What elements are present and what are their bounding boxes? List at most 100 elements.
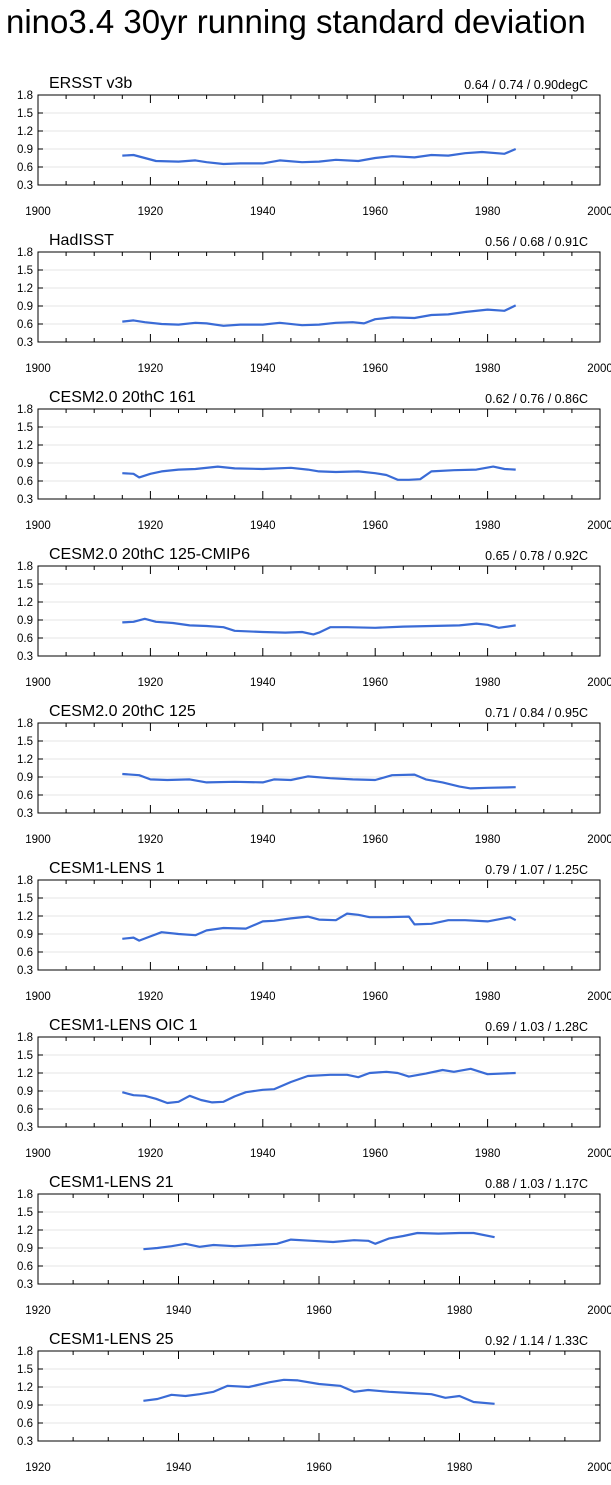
y-tick-label: 1.8 bbox=[17, 1346, 33, 1358]
y-tick-label: 1.8 bbox=[17, 90, 33, 102]
y-tick-label: 0.6 bbox=[17, 319, 33, 331]
y-tick-label: 0.3 bbox=[17, 494, 33, 506]
x-tick-label: 1920 bbox=[138, 363, 164, 375]
y-tick-label: 0.6 bbox=[17, 1104, 33, 1116]
y-tick-label: 1.8 bbox=[17, 1189, 33, 1201]
y-tick-label: 0.3 bbox=[17, 965, 33, 977]
x-tick-label: 1940 bbox=[250, 206, 276, 218]
panel: CESM1-LENS 21 0.88 / 1.03 / 1.17C 0.3 0.6 0.… bbox=[17, 1174, 611, 1317]
panel-range-label: 0.71 / 0.84 / 0.95C bbox=[485, 706, 588, 720]
y-tick-label: 0.3 bbox=[17, 808, 33, 820]
y-tick-label: 0.6 bbox=[17, 790, 33, 802]
series-line bbox=[122, 1067, 516, 1105]
x-tick-label: 1960 bbox=[362, 991, 388, 1003]
y-tick-label: 0.3 bbox=[17, 337, 33, 349]
series-line bbox=[122, 147, 517, 166]
x-tick-label: 1940 bbox=[250, 991, 276, 1003]
panel-range-label: 0.88 / 1.03 / 1.17C bbox=[485, 1177, 588, 1191]
x-tick-label: 1960 bbox=[362, 677, 388, 689]
x-tick-label: 2000 bbox=[587, 1148, 611, 1160]
series-line bbox=[122, 912, 517, 942]
x-tick-label: 1900 bbox=[25, 991, 51, 1003]
panel: CESM2.0 20thC 125-CMIP6 0.65 / 0.78 / 0.9… bbox=[17, 546, 611, 689]
series-line bbox=[122, 465, 516, 481]
x-tick-label: 1960 bbox=[362, 834, 388, 846]
series-line bbox=[122, 772, 516, 790]
y-tick-label: 1.5 bbox=[17, 579, 33, 591]
y-tick-label: 0.6 bbox=[17, 633, 33, 645]
y-tick-label: 1.2 bbox=[17, 597, 33, 609]
y-tick-label: 0.3 bbox=[17, 651, 33, 663]
panel-title: CESM1-LENS 21 bbox=[49, 1174, 174, 1191]
panel-range-label: 0.92 / 1.14 / 1.33C bbox=[485, 1334, 588, 1348]
x-tick-label: 1900 bbox=[25, 1148, 51, 1160]
x-tick-label: 1980 bbox=[475, 991, 501, 1003]
series-line bbox=[143, 1231, 495, 1251]
x-tick-label: 1920 bbox=[138, 834, 164, 846]
panel-range-label: 0.69 / 1.03 / 1.28C bbox=[485, 1020, 588, 1034]
y-tick-label: 1.2 bbox=[17, 1068, 33, 1080]
y-tick-label: 0.9 bbox=[17, 1400, 33, 1412]
panel-range-label: 0.65 / 0.78 / 0.92C bbox=[485, 549, 588, 563]
x-tick-label: 1900 bbox=[25, 206, 51, 218]
panel: CESM1-LENS 1 0.79 / 1.07 / 1.25C 0.3 0.6 0.9… bbox=[17, 860, 611, 1003]
panel-title: CESM1-LENS OIC 1 bbox=[49, 1017, 198, 1034]
plot-frame bbox=[37, 408, 601, 500]
x-tick-label: 1980 bbox=[447, 1462, 473, 1474]
x-tick-label: 1960 bbox=[306, 1462, 332, 1474]
y-tick-label: 1.5 bbox=[17, 265, 33, 277]
y-tick-label: 1.5 bbox=[17, 422, 33, 434]
panel: ERSST v3b 0.64 / 0.74 / 0.90degC 0.3 0.6 0.9… bbox=[17, 75, 611, 218]
x-tick-label: 1980 bbox=[475, 363, 501, 375]
y-tick-label: 0.3 bbox=[17, 1122, 33, 1134]
panel-range-label: 0.64 / 0.74 / 0.90degC bbox=[464, 78, 588, 92]
x-tick-label: 2000 bbox=[587, 991, 611, 1003]
y-tick-label: 1.2 bbox=[17, 283, 33, 295]
series-line bbox=[122, 617, 516, 636]
y-tick-label: 1.2 bbox=[17, 440, 33, 452]
y-tick-label: 0.6 bbox=[17, 1418, 33, 1430]
plot-frame bbox=[37, 251, 601, 343]
y-tick-label: 1.5 bbox=[17, 108, 33, 120]
y-tick-label: 1.2 bbox=[17, 126, 33, 138]
y-tick-label: 0.3 bbox=[17, 180, 33, 192]
x-tick-label: 1980 bbox=[475, 520, 501, 532]
panel-range-label: 0.56 / 0.68 / 0.91C bbox=[485, 235, 588, 249]
x-tick-label: 1960 bbox=[362, 1148, 388, 1160]
x-tick-label: 1960 bbox=[362, 206, 388, 218]
x-tick-label: 1940 bbox=[250, 1148, 276, 1160]
x-tick-label: 1960 bbox=[362, 363, 388, 375]
panel: CESM2.0 20thC 161 0.62 / 0.76 / 0.86C 0.3 0… bbox=[17, 389, 611, 532]
y-tick-label: 0.6 bbox=[17, 1261, 33, 1273]
panel-title: CESM1-LENS 1 bbox=[49, 860, 165, 877]
panel-title: CESM2.0 20thC 125-CMIP6 bbox=[49, 546, 250, 563]
x-tick-label: 2000 bbox=[587, 1305, 611, 1317]
y-tick-label: 0.9 bbox=[17, 458, 33, 470]
y-tick-label: 1.8 bbox=[17, 1032, 33, 1044]
y-tick-label: 0.9 bbox=[17, 1243, 33, 1255]
panel: HadISST 0.56 / 0.68 / 0.91C 0.3 0.6 0.9 1.2 1.… bbox=[17, 232, 611, 375]
y-tick-label: 1.5 bbox=[17, 1207, 33, 1219]
x-tick-label: 2000 bbox=[587, 677, 611, 689]
panel-title: ERSST v3b bbox=[49, 75, 132, 92]
x-tick-label: 1940 bbox=[250, 520, 276, 532]
x-tick-label: 1920 bbox=[138, 520, 164, 532]
panel-title: CESM1-LENS 25 bbox=[49, 1331, 174, 1348]
y-tick-label: 1.2 bbox=[17, 1225, 33, 1237]
y-tick-label: 1.5 bbox=[17, 1364, 33, 1376]
x-tick-label: 1920 bbox=[138, 991, 164, 1003]
y-tick-label: 1.8 bbox=[17, 404, 33, 416]
x-tick-label: 1980 bbox=[475, 206, 501, 218]
plot-frame bbox=[37, 1036, 601, 1128]
y-tick-label: 0.9 bbox=[17, 929, 33, 941]
x-tick-label: 1920 bbox=[138, 206, 164, 218]
y-tick-label: 0.9 bbox=[17, 1086, 33, 1098]
series-line bbox=[122, 304, 517, 327]
x-tick-label: 2000 bbox=[587, 363, 611, 375]
panel: CESM1-LENS OIC 1 0.69 / 1.03 / 1.28C 0.3 0.… bbox=[17, 1017, 611, 1160]
series-line bbox=[143, 1378, 495, 1405]
x-tick-label: 1940 bbox=[166, 1462, 192, 1474]
x-tick-label: 1940 bbox=[250, 363, 276, 375]
y-tick-label: 0.9 bbox=[17, 615, 33, 627]
